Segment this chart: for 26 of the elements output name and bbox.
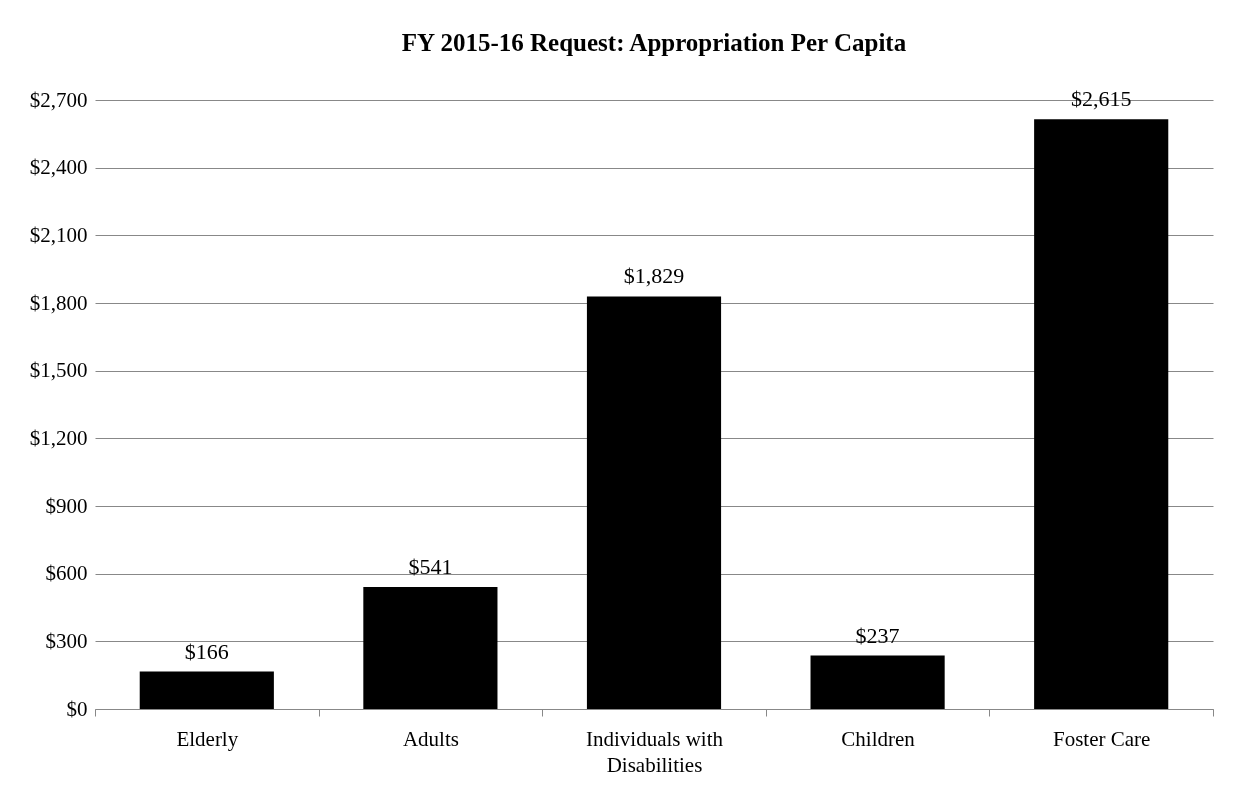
y-tick-label: $1,500	[29, 358, 88, 383]
y-tick-label: $1,200	[29, 425, 88, 450]
data-label: $237	[855, 622, 900, 648]
y-tick-label: $2,700	[29, 87, 88, 112]
data-label: $1,829	[623, 263, 685, 289]
x-tick-label: Individuals with Disabilities	[585, 726, 724, 777]
data-label: $166	[184, 638, 229, 664]
y-tick-label: $600	[45, 561, 88, 586]
bar	[810, 655, 945, 709]
y-tick-label: $1,800	[29, 290, 88, 315]
chart-title: FY 2015-16 Request: Appropriation Per Capita	[401, 29, 907, 57]
x-tick-label: Children	[841, 726, 916, 751]
bar	[1034, 119, 1169, 709]
y-tick-label: $300	[45, 628, 88, 653]
data-label: $2,615	[1070, 86, 1132, 112]
x-tick-label: Elderly	[176, 726, 239, 751]
bar	[139, 671, 274, 709]
y-tick-label: $0	[66, 696, 88, 721]
y-tick-label: $900	[45, 493, 88, 518]
y-tick-label: $2,400	[29, 155, 88, 180]
y-tick-label: $2,100	[29, 222, 88, 247]
bar	[586, 296, 722, 709]
bar	[363, 586, 498, 709]
data-label: $541	[408, 553, 453, 579]
x-tick-label: Foster Care	[1053, 726, 1151, 751]
x-tick-label: Adults	[402, 726, 459, 751]
